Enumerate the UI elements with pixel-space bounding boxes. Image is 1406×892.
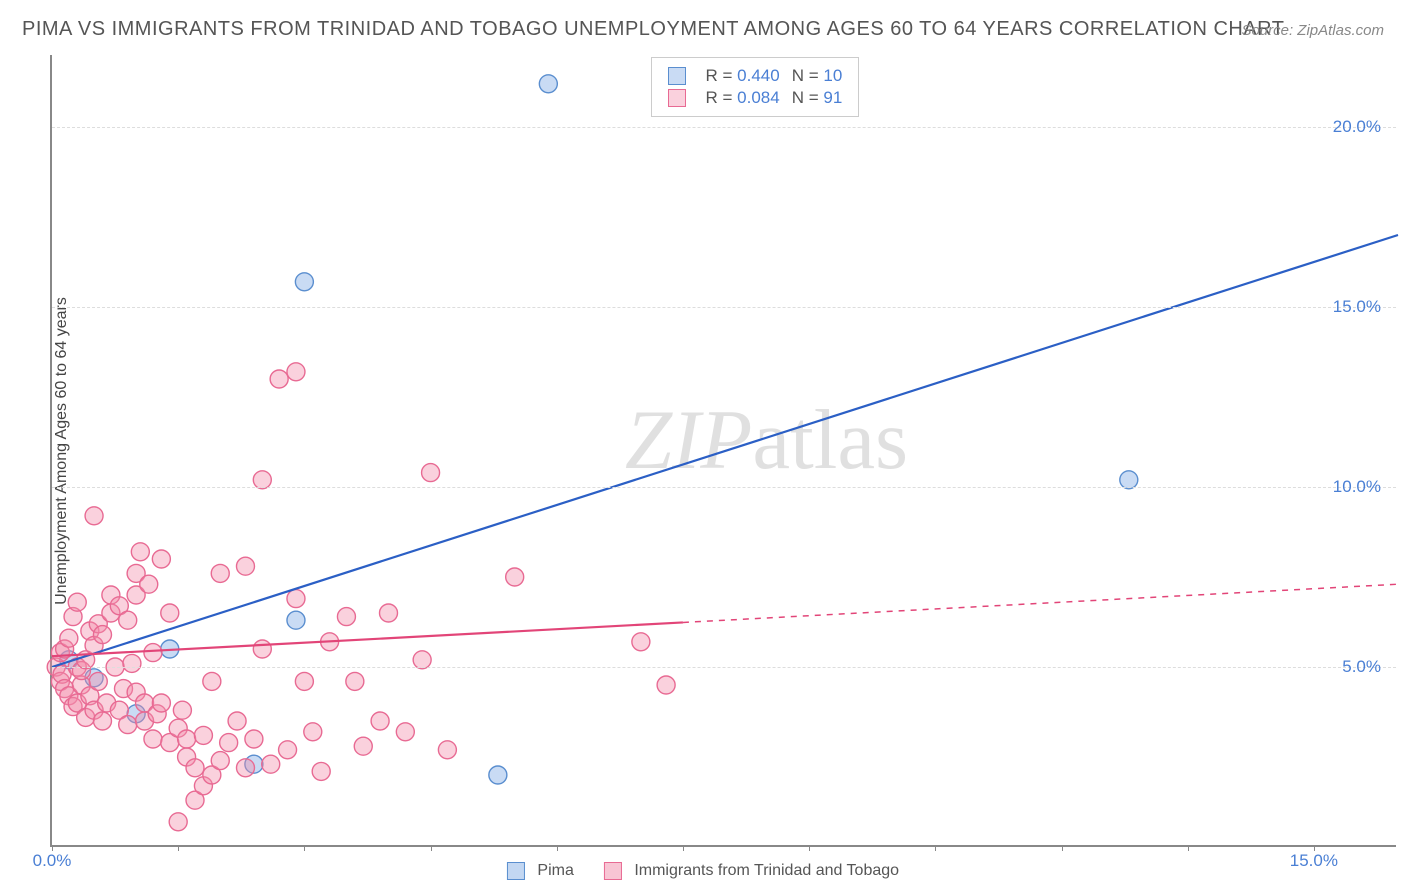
correlation-legend: R = 0.440 N = 10 R = 0.084 N = 91	[651, 57, 860, 117]
data-point	[169, 813, 187, 831]
data-point	[152, 694, 170, 712]
data-point	[68, 593, 86, 611]
trend-line	[52, 235, 1398, 667]
data-point	[632, 633, 650, 651]
trend-line-dashed	[683, 584, 1398, 622]
legend-swatch-tt	[604, 862, 622, 880]
legend-label: Immigrants from Trinidad and Tobago	[634, 862, 899, 879]
y-tick-label: 10.0%	[1333, 477, 1381, 497]
data-point	[140, 575, 158, 593]
data-point	[123, 654, 141, 672]
chart-svg	[52, 55, 1396, 845]
data-point	[657, 676, 675, 694]
plot-area: ZIPatlas 5.0%10.0%15.0%20.0%0.0%15.0% R …	[50, 55, 1396, 847]
x-tick-label: 0.0%	[33, 851, 72, 871]
data-point	[422, 464, 440, 482]
data-point	[380, 604, 398, 622]
data-point	[119, 611, 137, 629]
data-point	[295, 672, 313, 690]
legend-swatch-pima	[507, 862, 525, 880]
legend-item-tt: Immigrants from Trinidad and Tobago	[604, 862, 899, 880]
data-point	[287, 363, 305, 381]
data-point	[506, 568, 524, 586]
data-point	[173, 701, 191, 719]
trend-line	[52, 622, 683, 656]
data-point	[89, 672, 107, 690]
data-point	[270, 370, 288, 388]
data-point	[245, 730, 263, 748]
data-point	[287, 590, 305, 608]
legend-label: Pima	[537, 862, 573, 879]
data-point	[93, 626, 111, 644]
data-point	[354, 737, 372, 755]
data-point	[152, 550, 170, 568]
data-point	[539, 75, 557, 93]
data-point	[178, 730, 196, 748]
y-tick-label: 15.0%	[1333, 297, 1381, 317]
data-point	[304, 723, 322, 741]
data-point	[131, 543, 149, 561]
data-point	[438, 741, 456, 759]
data-point	[194, 726, 212, 744]
data-point	[60, 629, 78, 647]
bottom-legend: Pima Immigrants from Trinidad and Tobago	[507, 862, 899, 880]
data-point	[220, 734, 238, 752]
x-tick-label: 15.0%	[1290, 851, 1338, 871]
data-point	[144, 730, 162, 748]
data-point	[396, 723, 414, 741]
data-point	[161, 604, 179, 622]
data-point	[119, 716, 137, 734]
data-point	[236, 759, 254, 777]
data-point	[489, 766, 507, 784]
y-tick-label: 20.0%	[1333, 117, 1381, 137]
source-label: Source: ZipAtlas.com	[1241, 22, 1384, 39]
data-point	[211, 564, 229, 582]
data-point	[253, 640, 271, 658]
data-point	[236, 557, 254, 575]
data-point	[312, 762, 330, 780]
data-point	[228, 712, 246, 730]
data-point	[186, 759, 204, 777]
data-point	[203, 672, 221, 690]
data-point	[295, 273, 313, 291]
chart-container: Unemployment Among Ages 60 to 64 years Z…	[50, 55, 1396, 847]
legend-item-pima: Pima	[507, 862, 574, 880]
data-point	[211, 752, 229, 770]
y-tick-label: 5.0%	[1342, 657, 1381, 677]
chart-title: PIMA VS IMMIGRANTS FROM TRINIDAD AND TOB…	[22, 18, 1284, 41]
data-point	[144, 644, 162, 662]
data-point	[93, 712, 111, 730]
data-point	[262, 755, 280, 773]
data-point	[337, 608, 355, 626]
data-point	[85, 507, 103, 525]
data-point	[287, 611, 305, 629]
data-point	[346, 672, 364, 690]
data-point	[279, 741, 297, 759]
data-point	[371, 712, 389, 730]
